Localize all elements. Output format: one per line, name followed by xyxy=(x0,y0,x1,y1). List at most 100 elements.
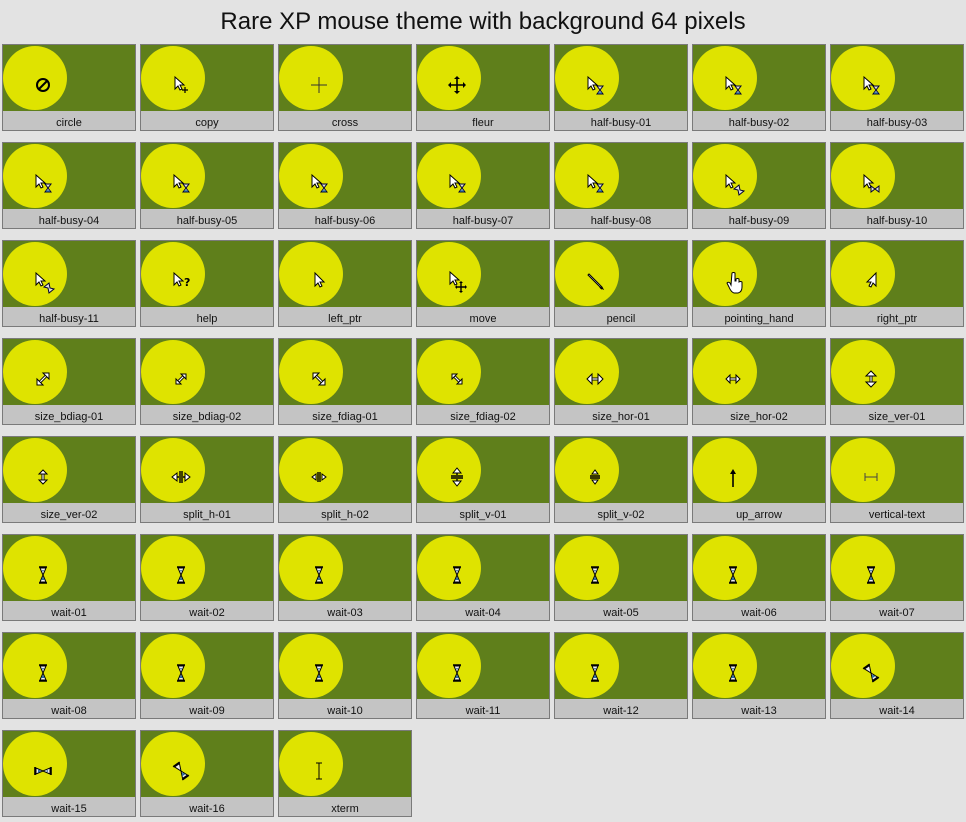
cursor-preview xyxy=(555,45,687,111)
cursor-label: wait-14 xyxy=(879,705,915,717)
cursor-preview: ? xyxy=(141,241,273,307)
half-busy-tilted-icon xyxy=(717,167,749,199)
cursor-tile: wait-11 xyxy=(416,632,550,719)
cursor-tile: half-busy-08 xyxy=(554,142,688,229)
cursor-tile: size_bdiag-01 xyxy=(2,338,136,425)
size-bdiag-icon xyxy=(27,363,59,395)
cursor-tile: half-busy-06 xyxy=(278,142,412,229)
cursor-label: split_h-02 xyxy=(321,509,369,521)
cursor-tile: size_ver-02 xyxy=(2,436,136,523)
cursor-tile: size_bdiag-02 xyxy=(140,338,274,425)
cursor-tile: wait-06 xyxy=(692,534,826,621)
yellow-disc xyxy=(3,634,67,698)
cursor-label: pencil xyxy=(606,313,636,325)
cursor-preview xyxy=(555,437,687,503)
hourglass-tilted-icon xyxy=(855,657,887,689)
cursor-tile: half-busy-10 xyxy=(830,142,964,229)
split-h-icon xyxy=(165,461,197,493)
cursor-label: wait-04 xyxy=(465,607,501,619)
yellow-disc xyxy=(3,438,67,502)
yellow-disc xyxy=(279,46,343,110)
yellow-disc xyxy=(693,536,757,600)
cursor-preview xyxy=(141,45,273,111)
cursor-label: pointing_hand xyxy=(724,313,794,325)
cursor-tile: half-busy-04 xyxy=(2,142,136,229)
hourglass-icon xyxy=(165,559,197,591)
cursor-label: size_bdiag-02 xyxy=(172,411,242,423)
cursor-label: half-busy-04 xyxy=(38,215,100,227)
split-v-small-icon xyxy=(579,461,611,493)
cursor-tile: split_v-01 xyxy=(416,436,550,523)
cursor-preview xyxy=(417,143,549,209)
yellow-disc xyxy=(141,46,205,110)
yellow-disc xyxy=(279,438,343,502)
half-busy-icon xyxy=(579,69,611,101)
cross-icon xyxy=(303,69,335,101)
cursor-preview xyxy=(555,535,687,601)
cursor-preview xyxy=(417,437,549,503)
cursor-preview xyxy=(831,535,963,601)
cursor-label: half-busy-03 xyxy=(866,117,928,129)
cursor-preview xyxy=(831,241,963,307)
cursor-preview xyxy=(417,241,549,307)
cursor-preview xyxy=(279,633,411,699)
cursor-label: xterm xyxy=(331,803,359,815)
yellow-disc xyxy=(417,438,481,502)
yellow-disc xyxy=(693,634,757,698)
cursor-tile: fleur xyxy=(416,44,550,131)
fleur-icon xyxy=(441,69,473,101)
yellow-disc xyxy=(831,144,895,208)
cursor-tile: wait-14 xyxy=(830,632,964,719)
cursor-label: split_v-02 xyxy=(597,509,645,521)
size-ver-icon xyxy=(855,363,887,395)
yellow-disc xyxy=(141,438,205,502)
cursor-preview xyxy=(555,339,687,405)
half-busy-icon xyxy=(165,167,197,199)
yellow-disc xyxy=(141,634,205,698)
half-busy-icon xyxy=(441,167,473,199)
help-icon: ? xyxy=(165,265,197,297)
hourglass-icon xyxy=(579,657,611,689)
half-busy-tilted-icon xyxy=(27,265,59,297)
cursor-label: split_v-01 xyxy=(459,509,507,521)
yellow-disc xyxy=(831,536,895,600)
cursor-tile: split_v-02 xyxy=(554,436,688,523)
yellow-disc xyxy=(417,634,481,698)
cursor-preview xyxy=(417,45,549,111)
cursor-label: half-busy-08 xyxy=(590,215,652,227)
cursor-label: size_hor-02 xyxy=(730,411,788,423)
yellow-disc xyxy=(831,634,895,698)
yellow-disc xyxy=(279,732,343,796)
yellow-disc xyxy=(417,242,481,306)
cursor-label: wait-10 xyxy=(327,705,363,717)
left-ptr-icon xyxy=(303,265,335,297)
size-bdiag-small-icon xyxy=(165,363,197,395)
cursor-tile: vertical-text xyxy=(830,436,964,523)
cursor-preview xyxy=(831,45,963,111)
cursor-preview xyxy=(3,731,135,797)
cursor-preview xyxy=(3,633,135,699)
hourglass-tilted-icon xyxy=(165,755,197,787)
cursor-label: size_fdiag-02 xyxy=(450,411,516,423)
yellow-disc xyxy=(417,144,481,208)
cursor-preview xyxy=(831,633,963,699)
cursor-tile: wait-03 xyxy=(278,534,412,621)
yellow-disc xyxy=(693,242,757,306)
cursor-preview xyxy=(141,535,273,601)
hourglass-icon xyxy=(717,559,749,591)
hourglass-icon xyxy=(717,657,749,689)
cursor-label: vertical-text xyxy=(868,509,926,521)
yellow-disc xyxy=(831,340,895,404)
hourglass-icon xyxy=(303,657,335,689)
cursor-label: half-busy-02 xyxy=(728,117,790,129)
pencil-icon xyxy=(579,265,611,297)
cursor-preview xyxy=(141,339,273,405)
copy-icon xyxy=(165,69,197,101)
up-arrow-icon xyxy=(717,461,749,493)
cursor-preview xyxy=(417,535,549,601)
cursor-preview xyxy=(417,339,549,405)
cursor-tile: half-busy-05 xyxy=(140,142,274,229)
half-busy-sideways-icon xyxy=(855,167,887,199)
cursor-label: wait-16 xyxy=(189,803,225,815)
yellow-disc xyxy=(693,340,757,404)
